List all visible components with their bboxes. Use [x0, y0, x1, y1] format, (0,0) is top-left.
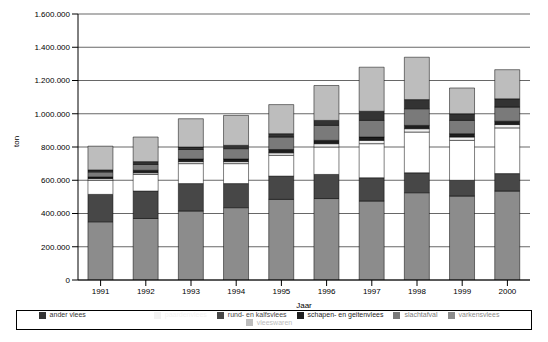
svg-text:1998: 1998 — [408, 287, 426, 296]
html-text:varkensvlees: varkensvlees — [458, 311, 500, 318]
svg-text:1.200.000: 1.200.000 — [34, 76, 70, 85]
html-text:vleeswaren: vleeswaren — [256, 318, 293, 326]
svg-text:1.000.000: 1.000.000 — [34, 110, 70, 119]
html-text:rund- en kalfsvlees: rund- en kalfsvlees — [227, 311, 287, 318]
svg-text:1994: 1994 — [227, 287, 245, 296]
svg-text:200.000: 200.000 — [41, 243, 70, 252]
html-text:kippenvlees: kippenvlees — [106, 311, 144, 318]
svg-text:800.000: 800.000 — [41, 143, 70, 152]
html-text:slachtafval: slachtafval — [404, 311, 438, 318]
svg-text:1996: 1996 — [318, 287, 336, 296]
svg-text:Jaar: Jaar — [296, 301, 312, 310]
svg-text:2000: 2000 — [499, 287, 517, 296]
svg-text:1.400.000: 1.400.000 — [34, 43, 70, 52]
svg-text:600.000: 600.000 — [41, 176, 70, 185]
svg-text:ton: ton — [12, 136, 21, 147]
html-text:ander vlees: ander vlees — [49, 311, 86, 318]
svg-text:400.000: 400.000 — [41, 209, 70, 218]
svg-text:1992: 1992 — [137, 287, 155, 296]
svg-text:1.600.000: 1.600.000 — [34, 10, 70, 19]
svg-text:0: 0 — [66, 276, 71, 285]
html-text:paardenvlees: paardenvlees — [164, 311, 207, 318]
svg-text:1999: 1999 — [453, 287, 471, 296]
svg-text:1991: 1991 — [92, 287, 110, 296]
html-text:schapen- en geitenvlees: schapen- en geitenvlees — [307, 311, 384, 318]
svg-text:1993: 1993 — [182, 287, 200, 296]
svg-text:1995: 1995 — [273, 287, 291, 296]
svg-text:1997: 1997 — [363, 287, 381, 296]
